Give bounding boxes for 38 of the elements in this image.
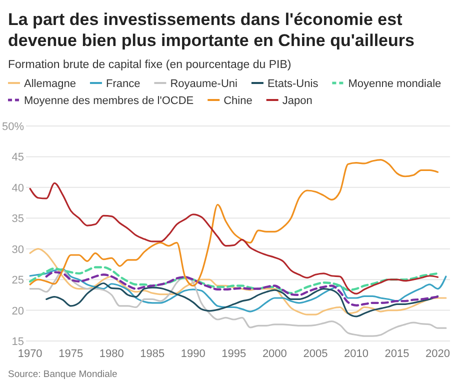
chart-title: La part des investissements dans l'économie est devenue bien plus importante en Chine qu'ailleurs: [8, 10, 414, 50]
line-series: [45, 271, 439, 306]
line-series: [29, 248, 447, 316]
x-tick-label: 1985: [140, 348, 165, 360]
x-tick-label: 2005: [303, 348, 328, 360]
legend-label: France: [106, 78, 140, 90]
chart-subtitle: Formation brute de capital fixe (en pourcentage du PIB): [8, 59, 292, 71]
legend-label: Moyenne mondiale: [348, 78, 442, 90]
x-tick-label: 2020: [426, 348, 450, 360]
line-series: [29, 268, 447, 312]
x-tick-label: 1975: [58, 348, 84, 360]
legend-label: Japon: [282, 95, 312, 107]
legend-label: Etats-Unis: [267, 78, 319, 90]
y-tick-label: 30: [12, 244, 24, 256]
x-tick-label: 1970: [18, 348, 42, 360]
x-tick-label: 1980: [99, 348, 124, 360]
legend-label: Royaume-Uni: [170, 78, 238, 90]
line-series: [29, 182, 439, 294]
line-series: [29, 270, 447, 337]
y-tick-label: 15: [12, 336, 24, 348]
legend-label: Moyenne des membres de l'OCDE: [24, 95, 194, 107]
y-tick-label: 50%: [2, 121, 24, 133]
y-tick-label: 40: [12, 182, 24, 194]
legend-label: Allemagne: [24, 78, 76, 90]
x-tick-label: 2015: [384, 348, 410, 360]
line-series: [28, 266, 439, 294]
x-tick-label: 1990: [180, 348, 206, 360]
line-series: [29, 158, 439, 287]
source-note: Source: Banque Mondiale: [8, 369, 118, 380]
line-series: [46, 282, 439, 318]
x-tick-label: 2010: [344, 348, 368, 360]
y-tick-label: 35: [12, 213, 24, 226]
x-tick-label: 2000: [262, 348, 287, 360]
y-tick-label: 20: [12, 305, 24, 318]
legend-label: Chine: [224, 95, 252, 107]
y-tick-label: 45: [12, 152, 24, 164]
x-tick-label: 1995: [222, 348, 246, 360]
y-tick-label: 25: [12, 274, 24, 287]
